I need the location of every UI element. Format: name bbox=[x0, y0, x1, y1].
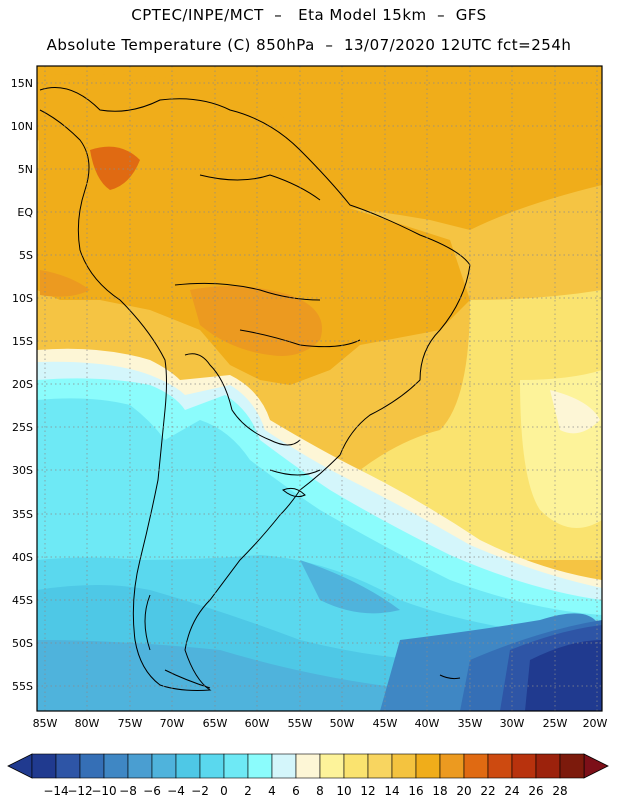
lat-label: 40S bbox=[12, 551, 33, 564]
colorbar-tick-label: 24 bbox=[504, 784, 519, 798]
lon-label: 45W bbox=[373, 717, 398, 730]
colorbar-tick-label: −12 bbox=[67, 784, 92, 798]
colorbar-tick-label: −10 bbox=[91, 784, 116, 798]
lat-label: 5S bbox=[19, 249, 33, 262]
colorbar-swatch bbox=[487, 753, 513, 779]
lon-label: 85W bbox=[33, 717, 58, 730]
lat-label: 10N bbox=[11, 120, 33, 133]
lat-label: 25S bbox=[12, 421, 33, 434]
lon-label: 40W bbox=[415, 717, 440, 730]
colorbar-tick-label: 22 bbox=[480, 784, 495, 798]
colorbar-swatch bbox=[439, 753, 465, 779]
colorbar-swatch bbox=[415, 753, 441, 779]
lat-label: EQ bbox=[17, 206, 33, 219]
lon-label: 30W bbox=[500, 717, 525, 730]
colorbar-swatch bbox=[31, 753, 57, 779]
coastlines bbox=[39, 87, 471, 691]
lon-label: 50W bbox=[330, 717, 355, 730]
colorbar-swatch bbox=[511, 753, 537, 779]
colorbar-tick-label: 8 bbox=[316, 784, 324, 798]
colorbar-swatch bbox=[55, 753, 81, 779]
lon-label: 20W bbox=[583, 717, 608, 730]
colorbar-tick-label: 18 bbox=[432, 784, 447, 798]
lon-label: 60W bbox=[245, 717, 270, 730]
colorbar-high-arrow bbox=[583, 753, 609, 779]
colorbar-tick-label: 6 bbox=[292, 784, 300, 798]
lon-label: 80W bbox=[75, 717, 100, 730]
colorbar-swatch bbox=[271, 753, 297, 779]
colorbar-swatch bbox=[367, 753, 393, 779]
map-frame bbox=[36, 65, 603, 712]
colorbar-swatch bbox=[295, 753, 321, 779]
lat-label: 15N bbox=[11, 77, 33, 90]
colorbar-tick-label: 12 bbox=[360, 784, 375, 798]
colorbar-swatch bbox=[127, 753, 153, 779]
lon-label: 65W bbox=[203, 717, 228, 730]
colorbar-low-arrow bbox=[7, 753, 33, 779]
lon-label: 55W bbox=[288, 717, 313, 730]
colorbar-swatch bbox=[559, 753, 585, 779]
lat-label: 5N bbox=[18, 163, 33, 176]
colorbar-swatch bbox=[391, 753, 417, 779]
colorbar-swatch bbox=[175, 753, 201, 779]
colorbar-swatch bbox=[199, 753, 225, 779]
lon-label: 70W bbox=[160, 717, 185, 730]
colorbar: −14−12−10 −8 −6 −4 −2 0 2 4 6 8 10 12 14 16 18 20 22 24 26… bbox=[7, 753, 609, 798]
colorbar-tick-label: 10 bbox=[336, 784, 351, 798]
lon-label: 25W bbox=[543, 717, 568, 730]
lon-label: 75W bbox=[118, 717, 143, 730]
colorbar-tick-label: 2 bbox=[244, 784, 252, 798]
colorbar-tick-label: 28 bbox=[552, 784, 567, 798]
lat-label: 55S bbox=[12, 680, 33, 693]
colorbar-swatch bbox=[463, 753, 489, 779]
colorbar-swatch bbox=[223, 753, 249, 779]
lat-label: 15S bbox=[12, 335, 33, 348]
colorbar-swatch bbox=[319, 753, 345, 779]
lat-label: 20S bbox=[12, 378, 33, 391]
longitude-labels: 85W 80W 75W 70W 65W 60W 55W 50W 45W 40W … bbox=[33, 717, 608, 730]
colorbar-tick-label: 20 bbox=[456, 784, 471, 798]
colorbar-tick-label: −2 bbox=[191, 784, 209, 798]
map-title-line1: CPTEC/INPE/MCT – Eta Model 15km – GFS bbox=[131, 6, 487, 24]
colorbar-tick-label: 4 bbox=[268, 784, 276, 798]
colorbar-swatch bbox=[247, 753, 273, 779]
lat-label: 50S bbox=[12, 637, 33, 650]
lat-label: 10S bbox=[12, 292, 33, 305]
colorbar-tick-label: 16 bbox=[408, 784, 423, 798]
lat-label: 45S bbox=[12, 594, 33, 607]
colorbar-tick-label: −6 bbox=[143, 784, 161, 798]
colorbar-swatch bbox=[103, 753, 129, 779]
colorbar-swatch bbox=[535, 753, 561, 779]
colorbar-tick-label: 14 bbox=[384, 784, 399, 798]
map-title-line2: Absolute Temperature (C) 850hPa – 13/07/… bbox=[46, 36, 572, 54]
colorbar-tick-label: −8 bbox=[119, 784, 137, 798]
temperature-field bbox=[37, 66, 602, 711]
lat-label: 35S bbox=[12, 508, 33, 521]
latitude-labels: 15N 10N 5N EQ 5S 10S 15S 20S 25S 30S 35S… bbox=[11, 77, 34, 693]
colorbar-tick-label: −4 bbox=[167, 784, 185, 798]
colorbar-swatch bbox=[151, 753, 177, 779]
colorbar-swatch bbox=[79, 753, 105, 779]
colorbar-tick-label: 0 bbox=[220, 784, 228, 798]
lon-label: 35W bbox=[458, 717, 483, 730]
colorbar-tick-label: 26 bbox=[528, 784, 543, 798]
lat-label: 30S bbox=[12, 464, 33, 477]
colorbar-tick-label: −14 bbox=[43, 784, 68, 798]
colorbar-swatch bbox=[343, 753, 369, 779]
